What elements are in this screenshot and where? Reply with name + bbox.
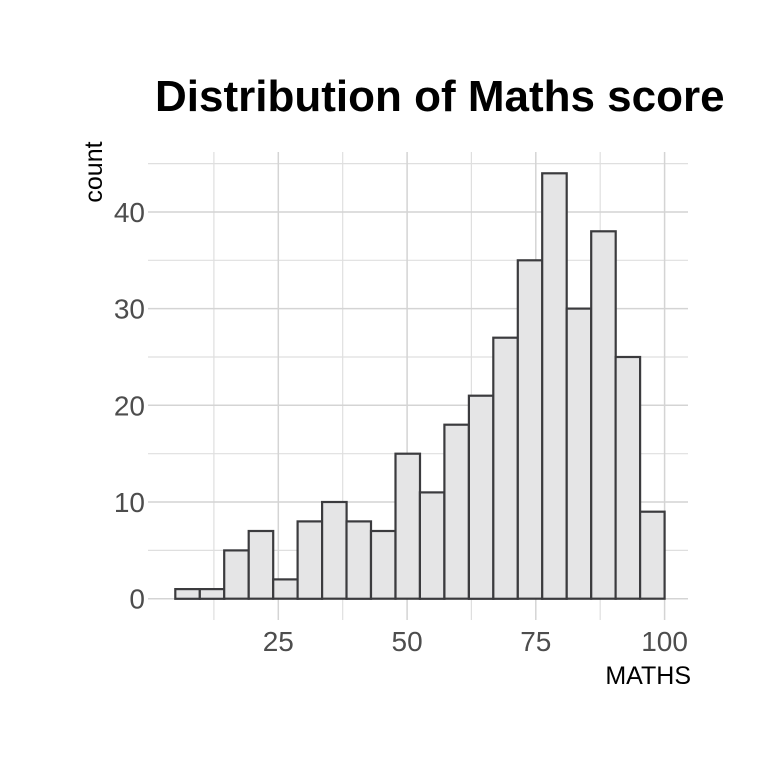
histogram-bar (272, 578, 299, 600)
histogram-bar (394, 452, 422, 600)
histogram-bar (467, 394, 495, 600)
histogram-bar (565, 307, 593, 600)
y-axis-tick-label: 10 (114, 487, 145, 518)
histogram-bar (492, 336, 519, 600)
histogram-bar (614, 355, 642, 600)
histogram-bar (223, 549, 250, 600)
histogram-bar (638, 510, 666, 600)
histogram-bar (516, 259, 544, 600)
chart-title: Distribution of Maths score (155, 72, 725, 121)
histogram-bar (321, 500, 348, 600)
histogram-bar (541, 172, 568, 600)
x-axis-tick-label: 25 (263, 626, 294, 657)
x-axis-tick-label: 100 (641, 626, 688, 657)
x-axis-tick-label: 50 (392, 626, 423, 657)
histogram-bar (369, 529, 397, 600)
histogram-bar (198, 587, 226, 600)
histogram-bar (345, 520, 373, 600)
y-axis-tick-label: 40 (114, 197, 145, 228)
histogram-bar (296, 520, 324, 600)
histogram-bar (247, 529, 275, 600)
histogram-bar (443, 423, 470, 600)
histogram-bar (174, 587, 201, 600)
x-axis-title: MATHS (605, 662, 691, 690)
histogram-bar (418, 491, 446, 600)
y-axis-tick-label: 30 (114, 294, 145, 325)
histogram-bar (590, 230, 617, 600)
x-axis-tick-label: 75 (520, 626, 551, 657)
y-axis-tick-label: 20 (114, 390, 145, 421)
y-axis-tick-label: 0 (129, 584, 145, 615)
